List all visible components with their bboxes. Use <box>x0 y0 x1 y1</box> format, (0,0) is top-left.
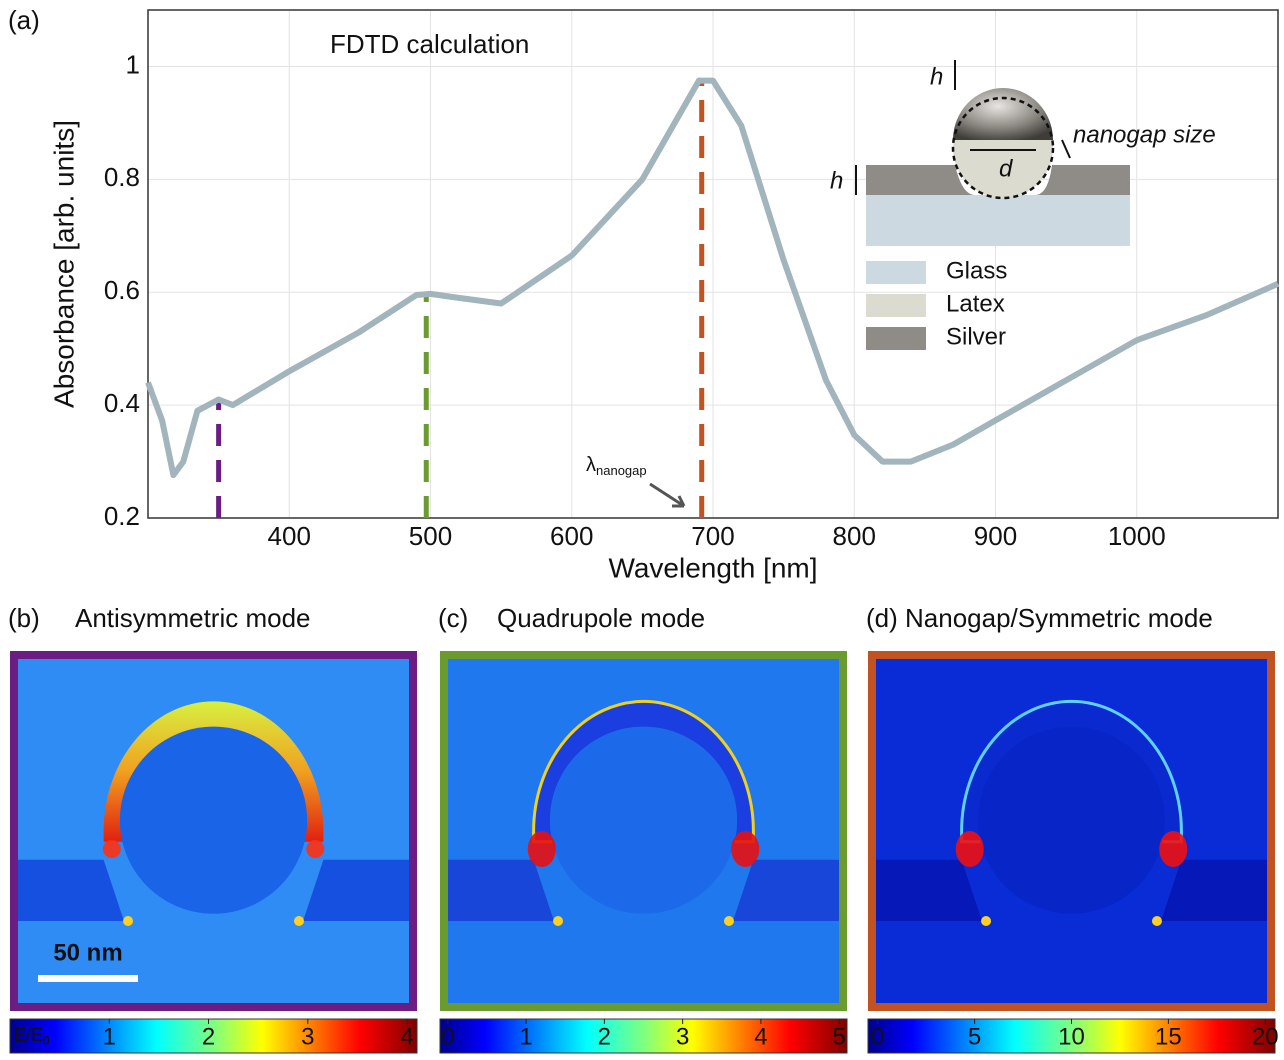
panel-frame <box>10 651 417 1011</box>
panel-label: (a) <box>8 5 40 35</box>
gap-arrow <box>1061 139 1071 159</box>
colorbar-tick-label: 20 <box>1252 1023 1279 1050</box>
silver-film <box>866 165 1130 195</box>
legend-label: Latex <box>946 290 1005 317</box>
colorbar-tick-label: 3 <box>301 1023 314 1050</box>
hot-spot <box>102 840 121 858</box>
annotation-arrow <box>649 482 686 508</box>
inset-schematic: h h d nanogap size <box>830 60 1216 246</box>
scale-bar-label: 50 nm <box>53 939 122 966</box>
colorbar <box>867 1018 1276 1054</box>
x-tick-label: 600 <box>550 521 593 551</box>
colorbar-label: E/E0 <box>14 1025 50 1048</box>
film-left <box>872 859 982 921</box>
film-left <box>14 859 124 921</box>
legend-label: Silver <box>946 323 1006 350</box>
glass-layer <box>866 195 1130 246</box>
sphere <box>549 726 738 914</box>
hot-spot <box>955 831 984 867</box>
colorbar-tick-label: 0 <box>871 1023 884 1050</box>
colorbar-tick-label: 3 <box>676 1023 689 1050</box>
inset-label: h <box>930 63 943 90</box>
film-right <box>303 859 413 921</box>
plot-frame <box>147 9 1279 519</box>
panel-title: Antisymmetric mode <box>75 603 311 633</box>
x-axis-label: Wavelength [nm] <box>608 552 817 583</box>
x-tick-label: 900 <box>974 521 1017 551</box>
hot-spot <box>293 916 304 926</box>
silver-cap <box>953 88 1053 140</box>
sphere <box>119 726 308 914</box>
legend-swatch <box>866 261 926 284</box>
legend-swatch <box>866 327 926 350</box>
x-tick-label: 800 <box>833 521 876 551</box>
annotation: λnanogap <box>586 454 647 478</box>
inset-label: d <box>999 155 1013 182</box>
absorbance-curve <box>145 77 1280 479</box>
colorbar-tick-label: 1 <box>519 1023 532 1050</box>
annotation-sub: nanogap <box>596 463 647 478</box>
panel-title: Nanogap/Symmetric mode <box>905 603 1213 633</box>
film-right <box>733 859 843 921</box>
inset-label: h <box>830 167 843 194</box>
inset-label: nanogap size <box>1073 121 1216 148</box>
film-left <box>444 859 554 921</box>
x-tick-label: 400 <box>268 521 311 551</box>
panel-label: (b) <box>8 603 40 633</box>
hot-spot <box>981 916 992 926</box>
title: FDTD calculation <box>330 29 529 59</box>
colorbar-label-sub: 0 <box>43 1034 50 1047</box>
panel-title: Quadrupole mode <box>497 603 705 633</box>
colorbar-tick-label: 5 <box>832 1023 845 1050</box>
dashed-circle <box>951 96 1055 200</box>
y-tick-label: 0.2 <box>104 501 140 531</box>
colorbar-label-main: E/E <box>14 1025 43 1045</box>
y-tick-label: 0.6 <box>104 275 140 305</box>
hot-spot <box>123 916 134 926</box>
colorbar-tick-label: 15 <box>1155 1023 1182 1050</box>
colorbar-tick-label: 4 <box>754 1023 767 1050</box>
hot-spot <box>1159 831 1188 867</box>
y-tick-label: 1 <box>126 49 140 79</box>
legend-label: Glass <box>946 257 1007 284</box>
panel-label: (c) <box>438 603 468 633</box>
colorbar-tick-label: 10 <box>1058 1023 1085 1050</box>
colorbar <box>439 1018 848 1054</box>
hot-spot <box>731 831 760 867</box>
legend-swatch <box>866 294 926 317</box>
x-tick-label: 1000 <box>1108 521 1166 551</box>
panel-label: (d) <box>866 603 898 633</box>
annotation-main: λ <box>586 454 596 476</box>
colorbar <box>9 1018 418 1054</box>
film-right <box>1161 859 1271 921</box>
colorbar-tick-label: 2 <box>598 1023 611 1050</box>
hot-spot <box>723 916 734 926</box>
colorbar-tick-label: 2 <box>202 1023 215 1050</box>
sphere <box>977 726 1166 914</box>
hot-spot <box>553 916 564 926</box>
hot-spot <box>1151 916 1162 926</box>
hot-spot <box>306 840 325 858</box>
x-tick-label: 700 <box>691 521 734 551</box>
panel-frame <box>440 651 847 1011</box>
hot-spot <box>527 831 556 867</box>
colorbar-tick-label: 4 <box>400 1023 413 1050</box>
y-axis-label: Absorbance [arb. units] <box>48 120 79 408</box>
y-tick-label: 0.8 <box>104 162 140 192</box>
colorbar-tick-label: 5 <box>968 1023 981 1050</box>
x-tick-label: 500 <box>409 521 452 551</box>
colorbar-tick-label: 1 <box>103 1023 116 1050</box>
colorbar-tick-label: 0 <box>441 1023 454 1050</box>
panel-frame <box>868 651 1275 1011</box>
scale-bar <box>38 975 138 982</box>
y-tick-label: 0.4 <box>104 388 140 418</box>
